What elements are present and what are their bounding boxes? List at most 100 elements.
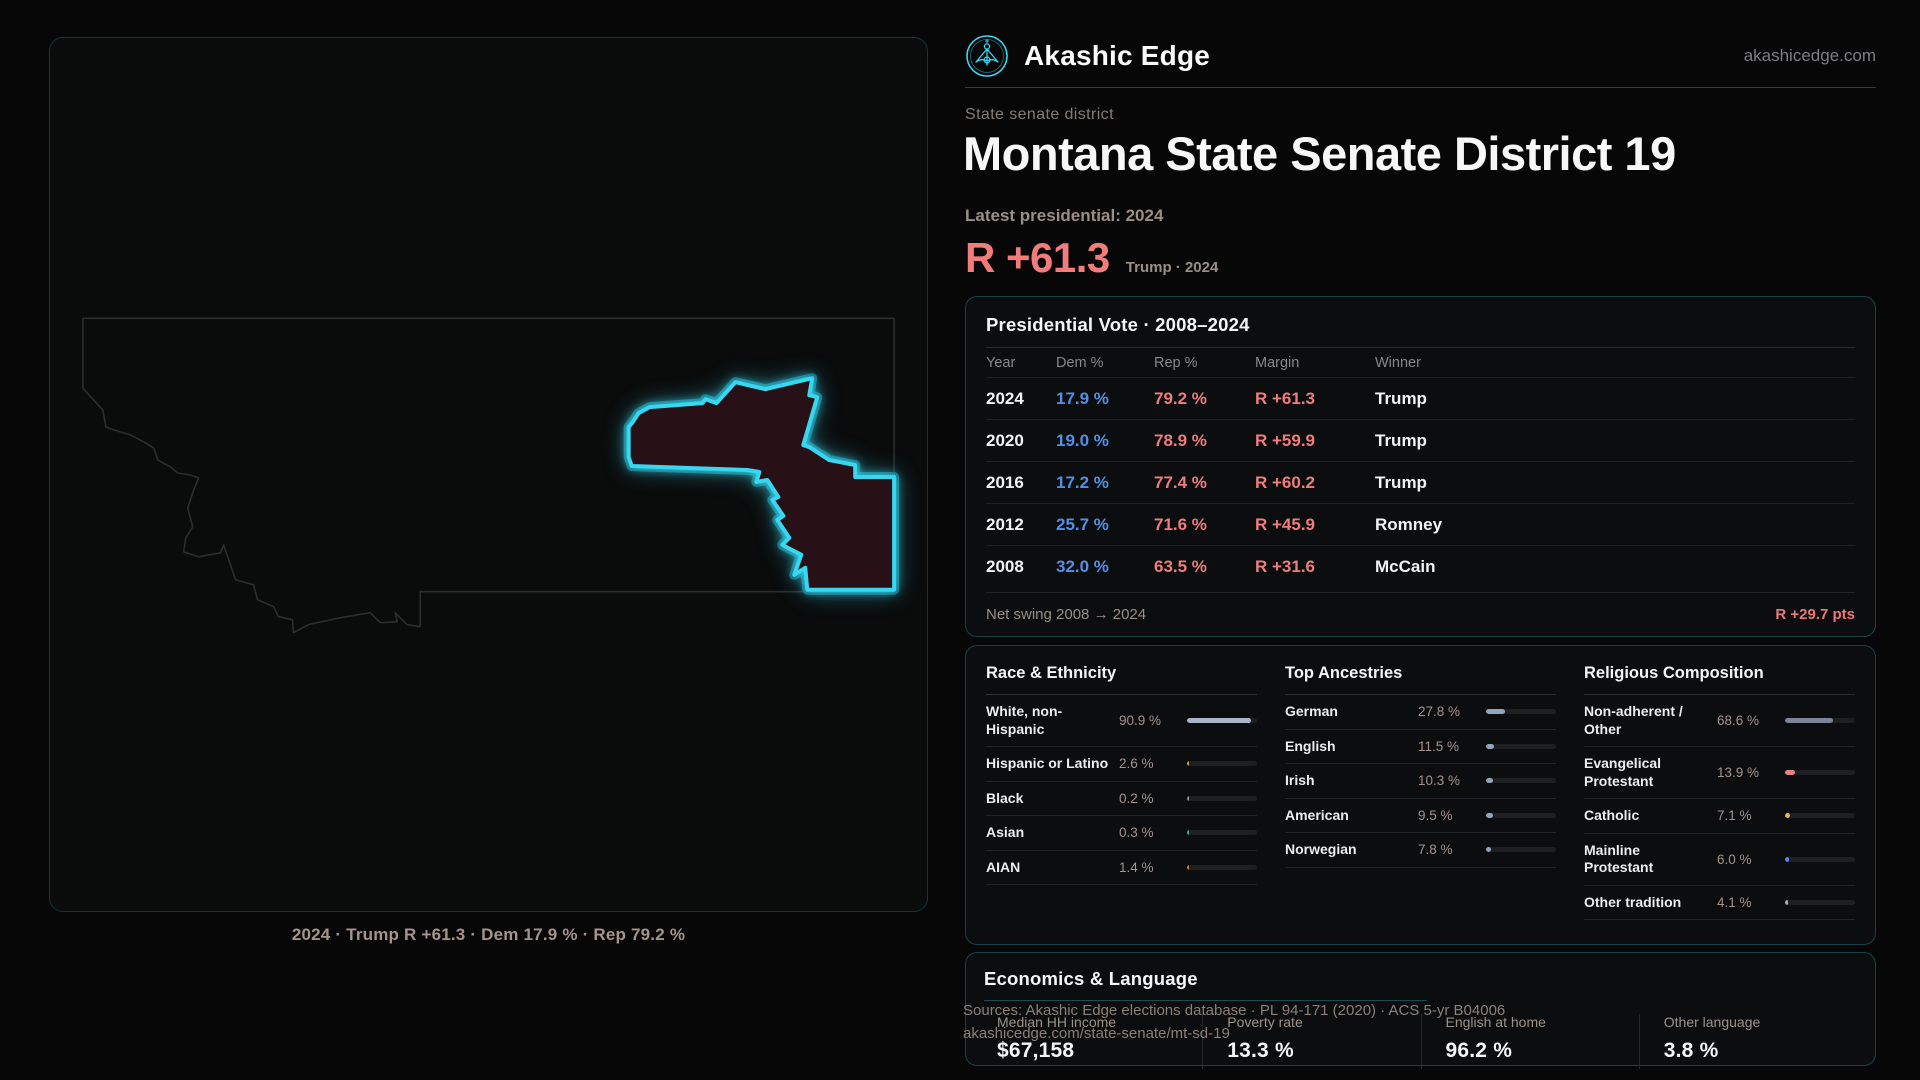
domain-link[interactable]: akashicedge.com bbox=[1743, 45, 1876, 65]
stat-value: 96.2 % bbox=[1445, 1039, 1513, 1062]
stat-other-language: Other language 3.8 % bbox=[1638, 1014, 1857, 1069]
religion-column: Religious Composition Non-adherent / Oth… bbox=[1584, 664, 1855, 920]
bar-track bbox=[1187, 864, 1257, 870]
bar-fill bbox=[1187, 718, 1251, 723]
list-item: Irish 10.3 % bbox=[1285, 764, 1556, 799]
demo-value: 0.3 % bbox=[1119, 825, 1154, 841]
dem-cell: 17.9 % bbox=[1056, 388, 1109, 408]
net-swing-row: Net swing 2008 → 2024 R +29.7 pts bbox=[986, 592, 1855, 623]
net-swing-value: R +29.7 pts bbox=[1775, 606, 1855, 623]
winner-cell: Trump bbox=[1375, 472, 1427, 492]
bar-track bbox=[1785, 718, 1855, 723]
margin-cell: R +61.3 bbox=[1255, 388, 1316, 408]
rep-cell: 77.4 % bbox=[1154, 472, 1207, 492]
bar-fill bbox=[1486, 778, 1494, 784]
demo-label: Norwegian bbox=[1285, 841, 1357, 857]
table-row: 2016 17.2 % 77.4 % R +60.2 Trump bbox=[986, 461, 1855, 503]
year-cell: 2016 bbox=[986, 472, 1024, 492]
col-dem: Dem % bbox=[1056, 354, 1104, 371]
demo-value: 7.1 % bbox=[1717, 808, 1752, 824]
race-ethnicity-title: Race & Ethnicity bbox=[986, 664, 1257, 695]
table-row: 2012 25.7 % 71.6 % R +45.9 Romney bbox=[986, 503, 1855, 545]
bar-track bbox=[1187, 761, 1257, 767]
demo-label: American bbox=[1285, 806, 1349, 823]
bar-track bbox=[1486, 709, 1556, 715]
site-header: Akashic Edge akashicedge.com bbox=[965, 0, 1876, 88]
montana-district-map bbox=[82, 317, 927, 634]
list-item: Other tradition 4.1 % bbox=[1584, 886, 1855, 920]
year-cell: 2012 bbox=[986, 514, 1024, 534]
list-item: AIAN 1.4 % bbox=[986, 851, 1257, 885]
year-cell: 2024 bbox=[986, 388, 1024, 408]
vote-table-header: Year Dem % Rep % Margin Winner bbox=[986, 348, 1855, 377]
bar-fill bbox=[1785, 813, 1790, 819]
demo-value: 7.8 % bbox=[1418, 842, 1453, 858]
list-item: White, non-Hispanic 90.9 % bbox=[986, 695, 1257, 747]
list-item: Hispanic or Latino 2.6 % bbox=[986, 747, 1257, 782]
bar-fill bbox=[1785, 770, 1795, 775]
winner-cell: Romney bbox=[1375, 514, 1443, 534]
demo-value: 2.6 % bbox=[1119, 756, 1154, 772]
stat-label: Other language bbox=[1663, 1014, 1761, 1030]
list-item: American 9.5 % bbox=[1285, 799, 1556, 833]
bar-fill bbox=[1486, 743, 1495, 749]
eyebrow-label: State senate district bbox=[965, 106, 1114, 123]
bar-track bbox=[1785, 856, 1855, 862]
demo-label: Black bbox=[986, 789, 1024, 806]
dem-cell: 32.0 % bbox=[1056, 556, 1109, 576]
rep-cell: 79.2 % bbox=[1154, 388, 1207, 408]
demo-value: 27.8 % bbox=[1418, 704, 1461, 720]
winner-cell: Trump bbox=[1375, 388, 1427, 408]
demo-value: 9.5 % bbox=[1418, 807, 1453, 823]
demo-label: Evangelical Protestant bbox=[1584, 755, 1662, 789]
list-item: Asian 0.3 % bbox=[986, 816, 1257, 851]
economics-title: Economics & Language bbox=[984, 968, 1198, 989]
demo-label: AIAN bbox=[986, 858, 1021, 875]
demo-value: 90.9 % bbox=[1119, 713, 1162, 728]
bar-track bbox=[1486, 778, 1556, 784]
demo-value: 10.3 % bbox=[1418, 773, 1461, 789]
col-rep: Rep % bbox=[1154, 354, 1198, 371]
list-item: Mainline Protestant 6.0 % bbox=[1584, 834, 1855, 886]
bar-fill bbox=[1187, 830, 1189, 836]
page-title: Montana State Senate District 19 bbox=[963, 127, 1676, 180]
dem-cell: 17.2 % bbox=[1056, 472, 1109, 492]
margin-cell: R +45.9 bbox=[1255, 514, 1316, 534]
demo-value: 6.0 % bbox=[1717, 851, 1752, 867]
ancestries-column: Top Ancestries German 27.8 % English 11.… bbox=[1285, 664, 1556, 920]
latest-presidential-label: Latest presidential: 2024 bbox=[965, 206, 1164, 225]
bar-track bbox=[1785, 899, 1855, 905]
divider bbox=[986, 347, 1855, 348]
presidential-vote-title: Presidential Vote · 2008–2024 bbox=[986, 314, 1250, 335]
economics-stats: Median HH income $67,158 Poverty rate 13… bbox=[984, 1014, 1857, 1069]
stat-label: Poverty rate bbox=[1227, 1014, 1303, 1030]
brand-name: Akashic Edge bbox=[1024, 39, 1211, 71]
stat-value: $67,158 bbox=[997, 1039, 1075, 1062]
margin-value: R +61.3 bbox=[965, 234, 1110, 281]
demo-label: Non-adherent / Other bbox=[1584, 703, 1683, 737]
map-caption: 2024 · Trump R +61.3 · Dem 17.9 % · Rep … bbox=[291, 925, 686, 944]
winner-cell: McCain bbox=[1375, 556, 1436, 576]
table-row: 2020 19.0 % 78.9 % R +59.9 Trump bbox=[986, 419, 1855, 461]
bar-track bbox=[1187, 718, 1257, 723]
headline-margin: R +61.3 Trump · 2024 bbox=[965, 234, 1218, 282]
demo-label: Other tradition bbox=[1584, 893, 1682, 910]
col-year: Year bbox=[986, 354, 1016, 371]
list-item: German 27.8 % bbox=[1285, 695, 1556, 730]
economics-panel: Economics & Language Median HH income $6… bbox=[965, 952, 1876, 1069]
demographics-panel: Race & Ethnicity White, non-Hispanic 90.… bbox=[965, 645, 1876, 945]
source-url[interactable]: akashicedge.com/state-senate/mt-sd-19 bbox=[963, 1025, 1230, 1042]
bar-track bbox=[1486, 743, 1556, 749]
list-item: Evangelical Protestant 13.9 % bbox=[1584, 747, 1855, 799]
divider bbox=[984, 1000, 1427, 1001]
demo-value: 68.6 % bbox=[1717, 713, 1760, 728]
margin-cell: R +31.6 bbox=[1255, 556, 1316, 576]
year-cell: 2008 bbox=[986, 556, 1024, 576]
list-item: Norwegian 7.8 % bbox=[1285, 833, 1556, 868]
demo-value: 0.2 % bbox=[1119, 790, 1154, 806]
table-row: 2024 17.9 % 79.2 % R +61.3 Trump bbox=[986, 377, 1855, 419]
demo-label: Irish bbox=[1285, 772, 1315, 788]
bar-fill bbox=[1187, 864, 1189, 870]
net-swing-label: Net swing 2008 → 2024 bbox=[986, 606, 1147, 623]
margin-context: Trump · 2024 bbox=[1125, 259, 1219, 276]
